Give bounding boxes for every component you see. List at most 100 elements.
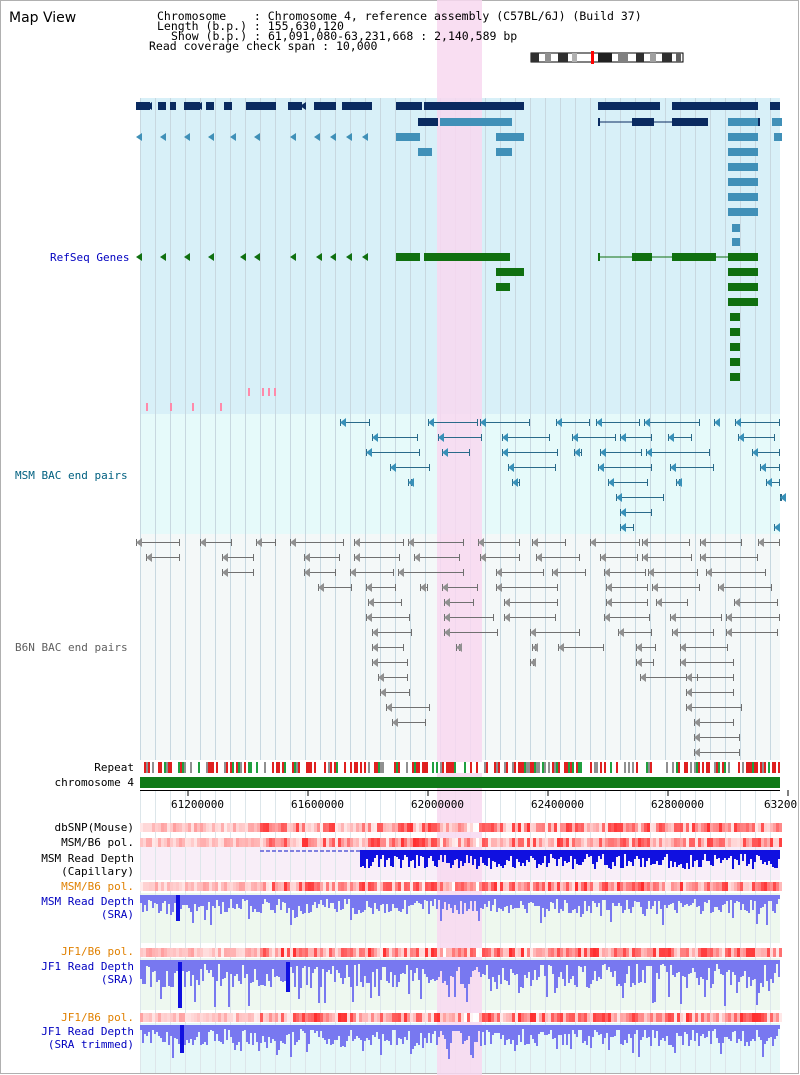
bac-end-arrow: [596, 418, 602, 427]
polymorphism-cell: [395, 823, 398, 832]
polymorphism-cell: [170, 1013, 173, 1022]
read-depth-bar: [574, 1025, 576, 1034]
polymorphism-cell: [392, 1013, 395, 1022]
polymorphism-cell: [380, 948, 383, 957]
track-label-dbsnp[interactable]: dbSNP(Mouse): [54, 821, 134, 834]
polymorphism-cell: [524, 823, 527, 832]
polymorphism-cell: [419, 948, 422, 957]
read-depth-bar: [540, 850, 542, 865]
read-depth-bar: [284, 850, 288, 852]
track-label-repeat[interactable]: Repeat: [94, 761, 134, 774]
read-depth-bar: [188, 1025, 190, 1043]
read-depth-bar: [316, 1025, 318, 1031]
polymorphism-cell: [491, 838, 494, 847]
track-label-refseq[interactable]: RefSeq Genes: [50, 251, 130, 264]
read-depth-bar: [400, 960, 402, 974]
polymorphism-cell: [632, 823, 635, 832]
read-depth-bar: [386, 850, 388, 860]
polymorphism-cell: [266, 838, 269, 847]
read-depth-bar: [302, 850, 306, 852]
polymorphism-cell: [254, 838, 257, 847]
read-depth-bar: [732, 850, 734, 869]
polymorphism-cell: [542, 823, 545, 832]
bac-end-arrow: [504, 598, 510, 607]
polymorphism-cell: [509, 882, 512, 891]
polymorphism-cell: [605, 948, 608, 957]
repeat-element: [506, 762, 508, 773]
chromosome-value: Chromosome 4, reference assembly (C57BL/…: [267, 9, 642, 23]
read-depth-bar: [408, 895, 410, 906]
polymorphism-cell: [569, 882, 572, 891]
track-label-jf1-depth-trim-line1[interactable]: JF1 Read Depth: [41, 1025, 134, 1038]
track-label-msm-depth-sra-line1[interactable]: MSM Read Depth: [41, 895, 134, 908]
polymorphism-cell: [152, 838, 155, 847]
read-depth-bar: [512, 895, 514, 909]
read-depth-bar: [712, 960, 714, 984]
polymorphism-cell: [182, 838, 185, 847]
read-depth-bar: [158, 960, 160, 980]
gene-feature: [774, 133, 782, 141]
track-label-jf1-b6-pol-2[interactable]: JF1/B6 pol.: [61, 1011, 134, 1024]
read-depth-bar: [692, 960, 694, 968]
bac-end-arrow: [502, 448, 508, 457]
polymorphism-cell: [452, 1013, 455, 1022]
repeat-element: [210, 762, 212, 773]
read-depth-bar: [406, 895, 408, 914]
read-depth-bar: [244, 1025, 246, 1030]
read-depth-bar: [456, 960, 458, 971]
read-depth-bar: [538, 1025, 540, 1034]
track-label-msm-bac[interactable]: MSM BAC end pairs: [15, 469, 128, 482]
read-depth-bar: [246, 960, 248, 974]
read-depth-bar: [370, 850, 372, 866]
polymorphism-cell: [158, 882, 161, 891]
read-depth-bar: [246, 1025, 248, 1042]
polymorphism-cell: [302, 948, 305, 957]
polymorphism-cell: [341, 823, 344, 832]
read-depth-bar: [336, 895, 338, 912]
read-depth-bar: [396, 895, 398, 908]
read-depth-bar: [392, 960, 394, 987]
polymorphism-cell: [269, 948, 272, 957]
read-depth-bar: [774, 1025, 776, 1039]
track-label-msm-b6-pol-1[interactable]: MSM/B6 pol.: [61, 836, 134, 849]
repeat-element: [676, 762, 678, 773]
read-depth-bar: [190, 1025, 192, 1039]
read-depth-bar: [148, 1025, 150, 1032]
polymorphism-cell: [719, 948, 722, 957]
polymorphism-cell: [707, 948, 710, 957]
polymorphism-cell: [587, 882, 590, 891]
read-depth-bar: [770, 960, 772, 979]
polymorphism-cell: [329, 823, 332, 832]
read-depth-bar: [444, 895, 446, 902]
polymorphism-cell: [740, 882, 743, 891]
track-label-b6n-bac[interactable]: B6N BAC end pairs: [15, 641, 128, 654]
polymorphism-cell: [251, 823, 254, 832]
read-depth-bar: [162, 895, 164, 903]
polymorphism-cell: [398, 838, 401, 847]
track-label-msm-b6-pol-2[interactable]: MSM/B6 pol.: [61, 880, 134, 893]
polymorphism-cell: [341, 948, 344, 957]
read-depth-bar: [336, 960, 338, 970]
polymorphism-cell: [563, 838, 566, 847]
polymorphism-cell: [527, 838, 530, 847]
read-depth-bar: [558, 895, 560, 913]
read-depth-bar: [484, 1025, 486, 1045]
polymorphism-cell: [668, 948, 671, 957]
track-label-jf1-b6-pol-1[interactable]: JF1/B6 pol.: [61, 945, 134, 958]
polymorphism-cell: [740, 1013, 743, 1022]
repeat-element: [768, 762, 770, 773]
read-depth-bar: [564, 960, 566, 986]
read-depth-bar: [204, 960, 206, 964]
read-depth-bar: [390, 850, 392, 866]
track-label-jf1-depth-sra-line1[interactable]: JF1 Read Depth: [41, 960, 134, 973]
polymorphism-cell: [515, 823, 518, 832]
track-label-chromosome[interactable]: chromosome 4: [54, 776, 134, 789]
polymorphism-cell: [755, 823, 758, 832]
read-depth-bar: [234, 960, 236, 976]
polymorphism-cell: [458, 882, 461, 891]
read-depth-bar: [472, 1025, 474, 1058]
read-depth-bar: [624, 960, 626, 983]
track-label-msm-depth-cap-line1[interactable]: MSM Read Depth: [41, 852, 134, 865]
bac-end-arrow: [354, 553, 360, 562]
read-depth-bar: [644, 850, 646, 867]
